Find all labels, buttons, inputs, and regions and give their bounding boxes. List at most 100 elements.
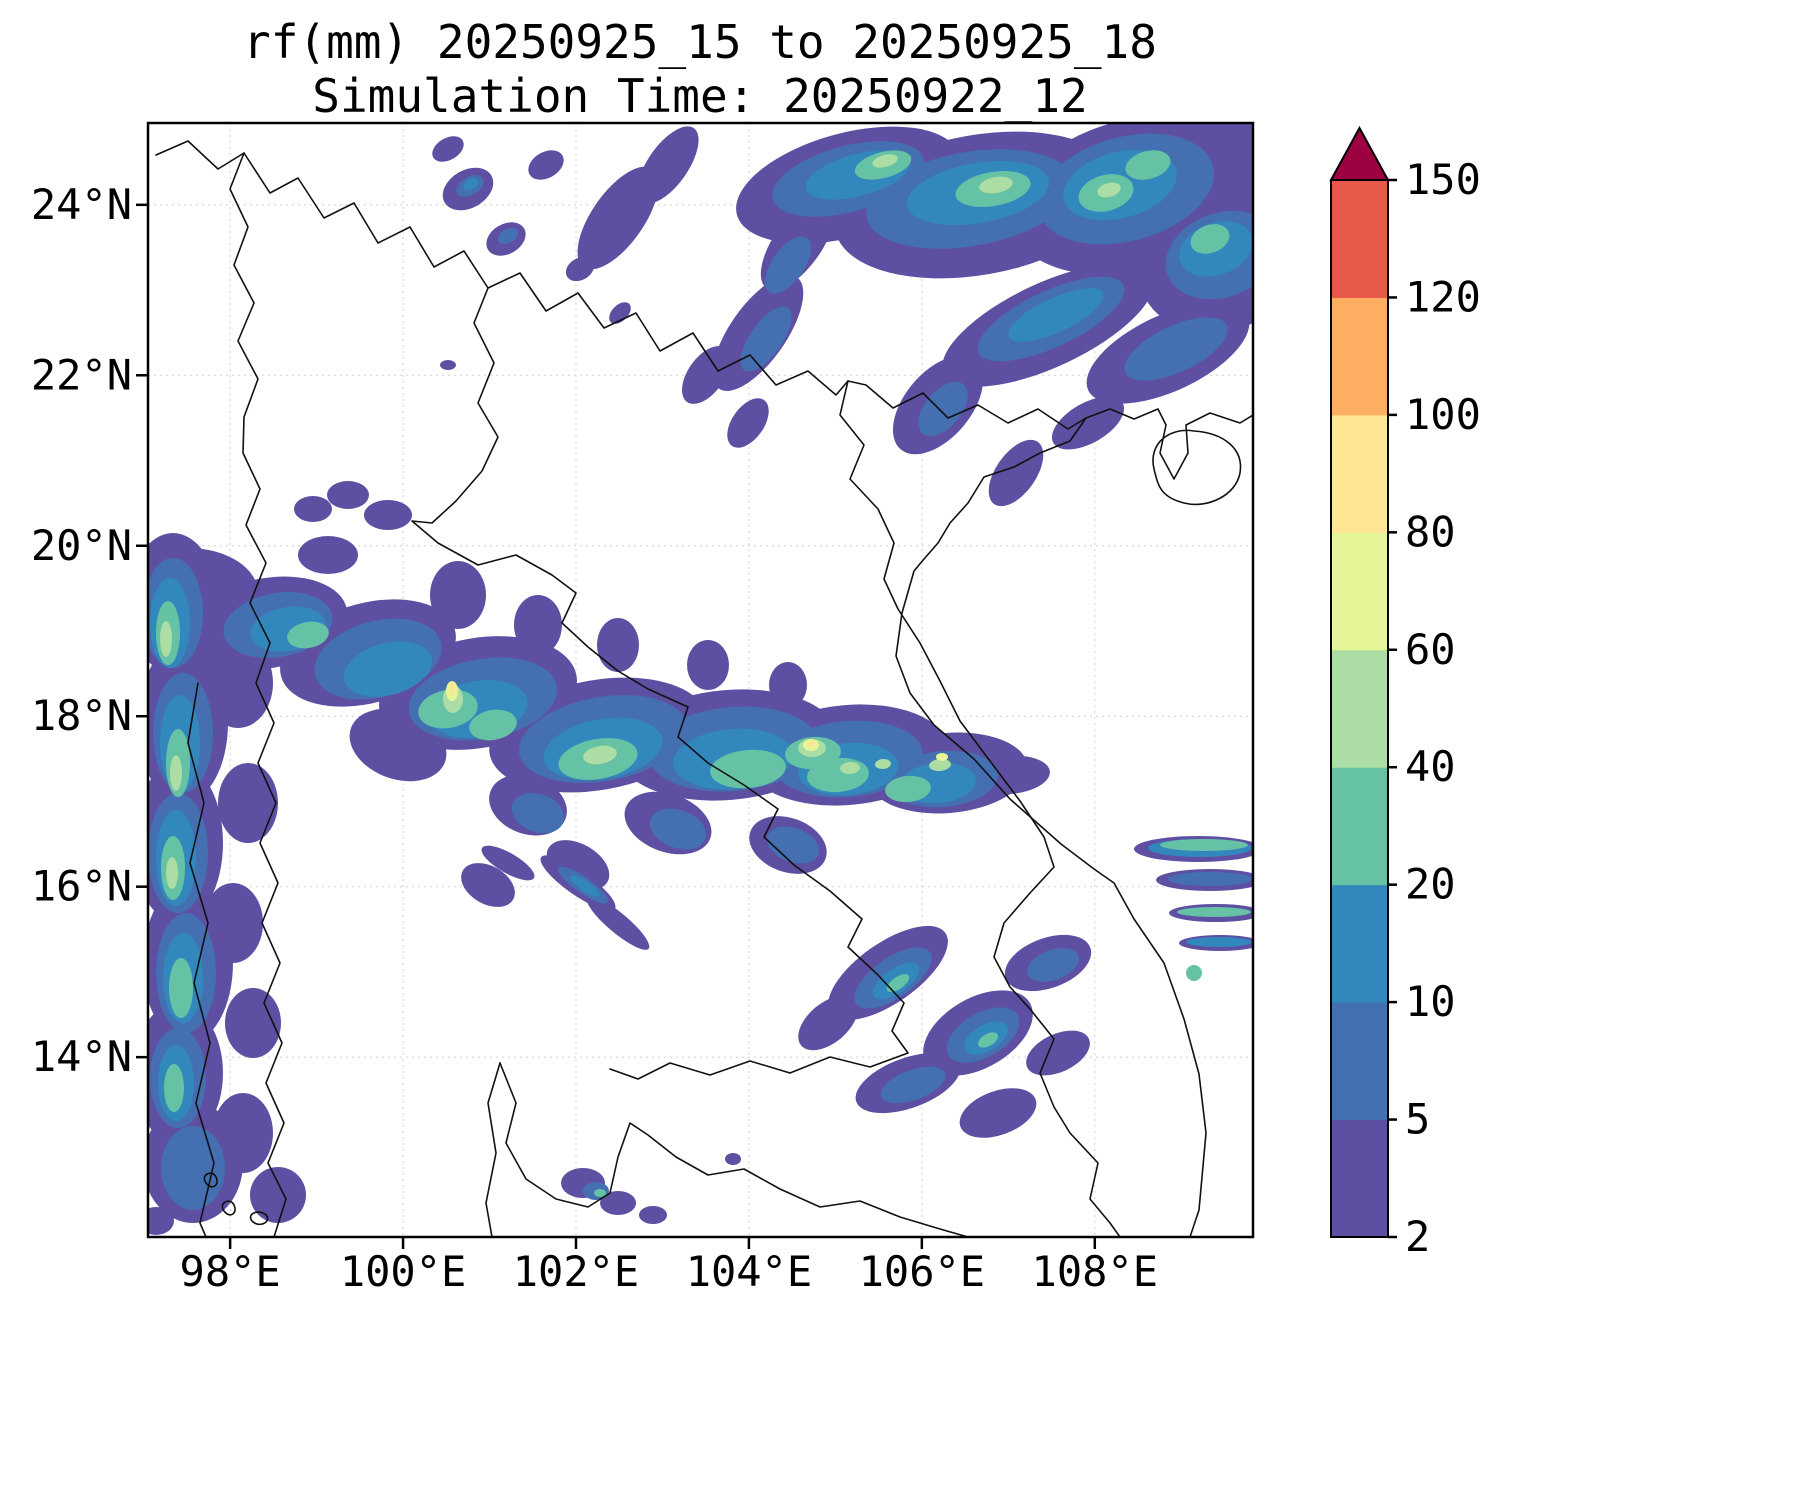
colorbar-segment [1331,180,1388,298]
y-tick-label: 24°N [31,180,132,229]
rain-cell [959,1088,1037,1138]
map-content [148,123,1253,1237]
rain-cell [766,826,820,864]
rain-cell [764,236,812,294]
rain-cell [929,758,951,772]
map-axes [136,121,1255,1249]
rain-cell [687,640,729,690]
rain-cell [1186,937,1252,947]
rain-cell [327,481,369,509]
country-border [895,417,1207,1237]
rain-cell [298,536,358,574]
figure-title-line1: rf(mm) 20250925_15 to 20250925_18 [243,15,1157,69]
rain-cell [469,709,517,741]
rain-cell [710,749,786,789]
rain-cell [161,1126,225,1210]
rain-cell [213,1093,273,1173]
colorbar-tick-label: 80 [1405,507,1456,556]
rain-cell [875,758,891,770]
rain-cell [250,1167,306,1223]
rain-cell [988,439,1044,507]
rain-cell [294,496,332,522]
country-border [411,287,909,1080]
y-tick-label: 14°N [31,1032,132,1081]
colorbar-segment [1331,767,1388,886]
rain-cell [1008,288,1104,342]
rain-cell [203,638,273,728]
rain-cell [218,763,278,843]
country-border [1085,408,1253,480]
colorbar-tick-label: 5 [1405,1095,1430,1144]
rain-cell [597,618,639,672]
rain-cell [169,958,193,1018]
y-tick-label: 16°N [31,862,132,911]
rain-cell [637,126,699,204]
rain-cell [885,775,931,803]
rain-cell [344,641,432,697]
rain-cell [166,857,178,889]
rain-cell [1026,1030,1090,1076]
rain-cell [1190,224,1230,254]
rain-cell [511,792,565,834]
country-border [155,140,1087,430]
rain-cell [740,306,792,372]
colorbar-segment [1331,649,1388,768]
rain-cell [886,974,910,992]
x-tick-label: 102°E [513,1247,639,1296]
rain-cell [164,1064,184,1112]
colorbar-segment [1331,1002,1388,1121]
rain-cell [1097,182,1121,198]
colorbar-outline [1330,179,1389,1238]
colorbar-tick-label: 120 [1405,272,1481,321]
colorbar: 2 5 10 20 40 60 80 100 120 150 [1329,125,1481,1261]
country-border [203,1172,269,1226]
rain-cell [570,875,600,897]
colorbar-tick-label: 60 [1405,625,1456,674]
rain-cell [364,500,412,530]
rain-cell [872,154,898,168]
rain-cell [449,683,455,695]
rain-cell [514,595,562,655]
y-tick-label: 22°N [31,350,132,399]
rain-cell [497,227,519,245]
rain-cell [481,845,535,881]
x-tick-label: 98°E [180,1247,281,1296]
rain-cell [432,136,464,162]
colorbar-segment [1331,297,1388,416]
colorbar-tick-label: 100 [1405,390,1481,439]
rainfall-field-layer [148,123,1253,1235]
rain-cell [649,808,707,850]
rain-cell [1186,965,1202,981]
rain-cell [430,561,486,629]
rain-cell [583,745,617,765]
rain-cell [936,753,948,761]
rain-cell [639,1206,667,1224]
rain-cell [463,178,479,190]
colorbar-tick-label: 10 [1405,977,1456,1026]
axis-tick-labels: 98°E 100°E 102°E 104°E 106°E 108°E 14°N 16°N 18°… [31,180,1158,1296]
x-tick-label: 106°E [859,1247,985,1296]
country-border [839,380,1121,1237]
rain-cell [170,755,182,791]
rain-cell [594,1189,606,1197]
rain-cell [1027,948,1079,982]
y-tick-label: 20°N [31,521,132,570]
colorbar-segment [1331,532,1388,651]
colorbar-segment [1331,1119,1388,1238]
colorbar-tick-label: 150 [1405,155,1481,204]
rain-cell [1177,907,1251,917]
country-border [1152,429,1242,506]
x-tick-label: 108°E [1032,1247,1158,1296]
x-tick-label: 100°E [340,1247,466,1296]
colorbar-tick-label: 20 [1405,860,1456,909]
map-frame [146,121,1255,1239]
rain-cell [769,662,807,708]
country-border [229,152,287,1237]
rain-cell [725,1153,741,1165]
rain-cell [978,1032,998,1048]
rain-cell [148,1207,174,1235]
colorbar-segment [1331,884,1388,1003]
rain-cell [160,621,172,657]
rain-cell [880,1066,946,1104]
